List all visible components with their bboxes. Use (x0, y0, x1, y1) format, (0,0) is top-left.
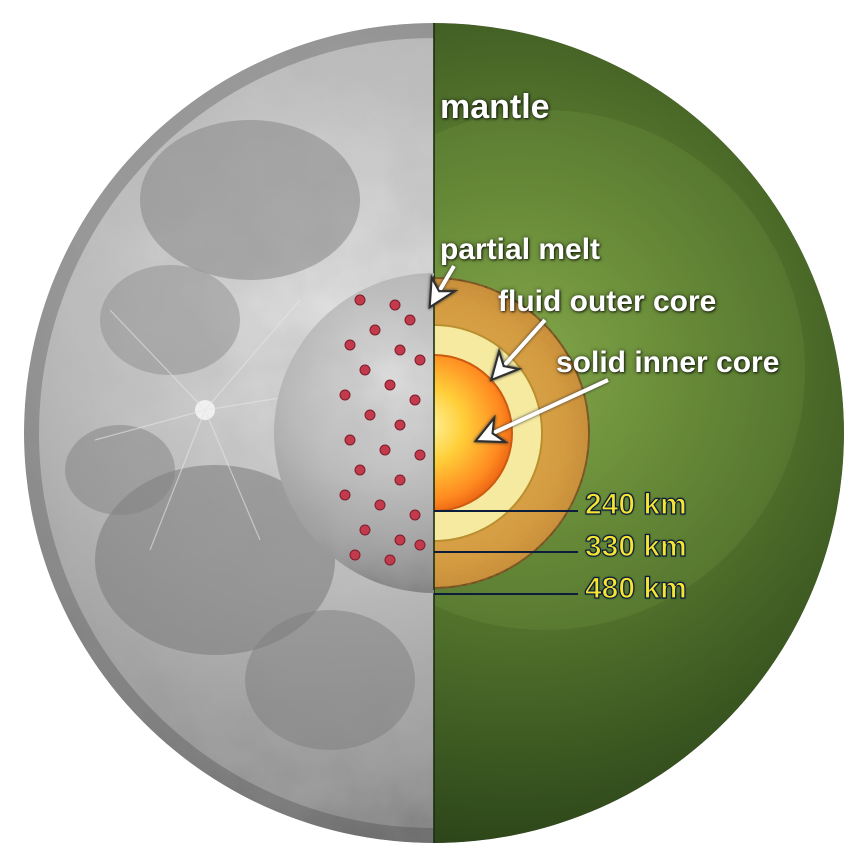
label-mantle: mantle (440, 88, 550, 127)
dimension-label: 480 km (585, 572, 687, 606)
moon-cutaway-diagram: mantle partial melt fluid outer core sol… (0, 0, 868, 866)
label-inner-core: solid inner core (556, 346, 779, 380)
dimension-label: 240 km (585, 488, 687, 522)
dimension-label: 330 km (585, 530, 687, 564)
label-outer-core: fluid outer core (498, 285, 716, 319)
diagram-svg (0, 0, 868, 866)
label-partial-melt: partial melt (440, 233, 600, 267)
